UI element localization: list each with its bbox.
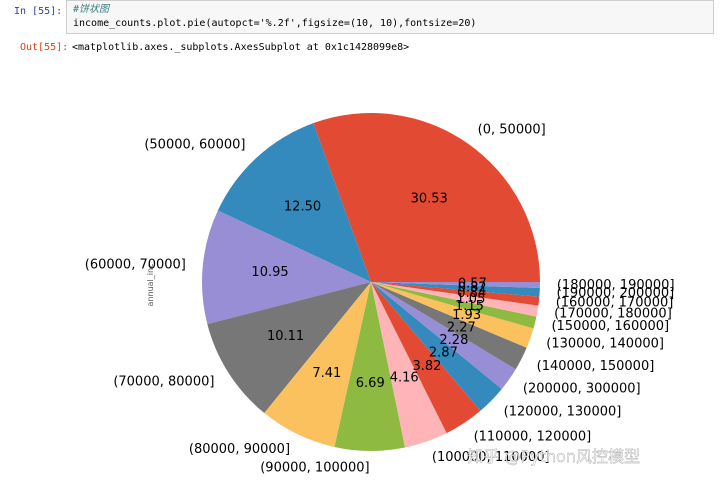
slice-label: (160000, 170000]: [556, 296, 674, 311]
pie-slice: [334, 282, 406, 452]
slice-label: (90000, 100000]: [260, 460, 369, 475]
value-label: 0.57: [458, 276, 487, 291]
value-label: 3.82: [412, 359, 441, 374]
pie-slice: [371, 282, 539, 317]
value-label: 10.95: [251, 265, 288, 280]
value-label: 1.05: [456, 292, 485, 307]
value-label: 4.16: [390, 370, 419, 385]
watermark: 知乎 @Python风控模型: [467, 447, 640, 466]
pie-slice: [371, 282, 537, 329]
slice-label: (110000, 120000]: [474, 430, 592, 445]
slice-label: (70000, 80000]: [113, 375, 214, 390]
slice-label: (130000, 140000]: [546, 336, 664, 351]
pie-slice: [264, 282, 371, 448]
code-cell[interactable]: #饼状图 income_counts.plot.pie(autopct='%.2…: [66, 0, 714, 34]
slice-label: (170000, 180000]: [554, 307, 672, 322]
value-label: 1.93: [452, 308, 481, 323]
value-label: 2.87: [429, 346, 458, 361]
pie-slice: [371, 282, 516, 390]
input-prompt: In [55]:: [14, 6, 63, 17]
value-label: 7.41: [312, 366, 341, 381]
slice-label: (120000, 130000]: [504, 405, 622, 420]
value-label: 12.50: [284, 200, 321, 215]
value-label: 30.53: [411, 191, 448, 206]
slice-label: (0, 50000]: [478, 122, 546, 137]
value-label: 2.28: [439, 333, 468, 348]
slice-label: (80000, 90000]: [189, 442, 290, 457]
value-label: 0.84: [457, 286, 486, 301]
pie-slice: [371, 282, 481, 434]
pie-slice: [207, 282, 371, 414]
slice-label: (150000, 160000]: [551, 319, 669, 334]
slice-label: (50000, 60000]: [144, 137, 245, 152]
slice-label: (190000, 200000]: [557, 286, 675, 301]
pie-slice: [371, 282, 447, 448]
output-text: <matplotlib.axes._subplots.AxesSubplot a…: [72, 42, 410, 53]
value-label: 6.69: [356, 376, 385, 391]
pie-slice: [217, 123, 371, 282]
value-label: 1.15: [455, 299, 484, 314]
value-label: 10.11: [267, 329, 304, 344]
pie-slice: [371, 282, 540, 306]
pie-slice: [371, 282, 540, 297]
pie-slice: [371, 282, 534, 348]
slice-label: (140000, 150000]: [537, 359, 655, 374]
pie-slice: [371, 282, 502, 411]
pie-slice: [202, 210, 371, 325]
slice-label: (60000, 70000]: [85, 257, 186, 272]
code-line: income_counts.plot.pie(autopct='%.2f',fi…: [73, 18, 477, 29]
code-comment: #饼状图: [73, 4, 110, 15]
pie-slice: [371, 282, 540, 289]
y-axis-label: annual_inc: [146, 264, 155, 307]
pie-slice: [371, 282, 527, 370]
pie-slice: [313, 113, 540, 283]
slice-label: (180000, 190000]: [557, 278, 675, 293]
value-label: 2.27: [447, 321, 476, 336]
value-label: 0.82: [458, 281, 487, 296]
slice-label: (100000, 110000]: [432, 450, 550, 465]
chart: annual_inc (0, 50000] 30.53 (50000, 60000]…: [85, 113, 675, 475]
output-prompt: Out[55]:: [20, 42, 69, 53]
slice-label: (200000, 300000]: [523, 382, 641, 397]
